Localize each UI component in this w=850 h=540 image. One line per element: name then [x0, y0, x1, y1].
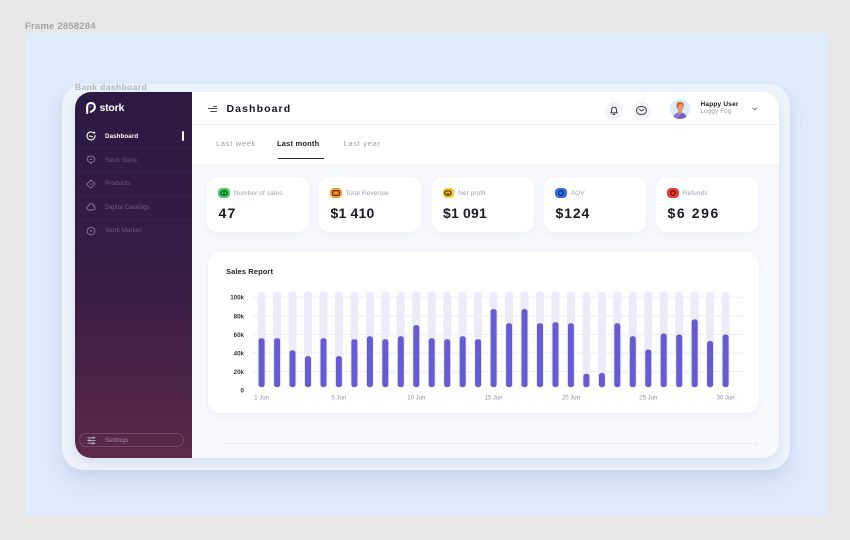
- svg-text:Sales Report: Sales Report: [226, 267, 273, 276]
- svg-text:30 Jun: 30 Jun: [716, 396, 734, 402]
- svg-text:40k: 40k: [233, 351, 244, 358]
- svg-text:5 Jun: 5 Jun: [331, 396, 346, 402]
- svg-text:60k: 60k: [233, 332, 244, 339]
- svg-text:15 Jun: 15 Jun: [484, 396, 502, 402]
- svg-text:20k: 20k: [233, 369, 244, 376]
- svg-text:100k: 100k: [230, 295, 244, 302]
- svg-text:25 Jun: 25 Jun: [639, 396, 657, 402]
- svg-text:10 Jun: 10 Jun: [407, 396, 425, 402]
- svg-text:0: 0: [240, 388, 244, 395]
- svg-text:20 Jun: 20 Jun: [561, 396, 579, 402]
- svg-text:1 Jun: 1 Jun: [254, 396, 269, 402]
- svg-text:80k: 80k: [233, 313, 244, 320]
